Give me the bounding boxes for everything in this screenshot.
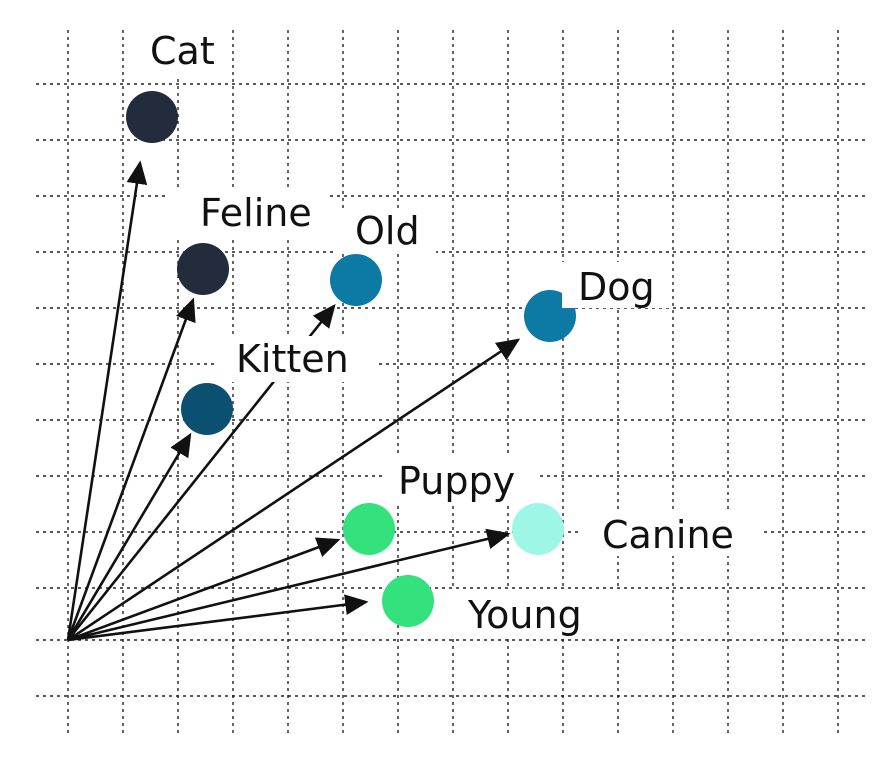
kitten-vector-arrow [66,432,192,641]
points [126,91,576,627]
old-label-background [336,208,436,254]
puppy-point [343,503,395,555]
feline-label-background [168,190,326,236]
young-label: Young [467,593,582,637]
grid [36,30,868,735]
feline-label: Feline [200,191,312,235]
feline-point [177,243,229,295]
canine-vector-arrow [67,528,511,642]
young-label-background [446,590,626,636]
canine-point [512,503,564,555]
cat-label-background [140,30,220,76]
canine-label-background [582,510,762,556]
dog-label-background [562,262,672,308]
cat-vector-arrow [66,160,148,641]
feline-vector-arrow [66,297,196,641]
canine-label: Canine [602,513,734,557]
labels: Cat Feline Kitten Old Dog Puppy Canine Young [140,29,762,637]
puppy-label-background [382,456,538,502]
puppy-label: Puppy [398,459,515,503]
puppy-vector-arrow [67,537,341,642]
kitten-label-background [218,336,376,382]
old-point [330,254,382,306]
cat-label: Cat [150,29,215,73]
dog-vector-arrow [67,338,521,642]
young-point [382,575,434,627]
cat-point [126,91,178,143]
kitten-point [181,383,233,435]
dog-label: Dog [578,265,655,309]
vectors [66,160,521,642]
kitten-label: Kitten [236,337,349,381]
old-label: Old [355,209,420,253]
young-vector-arrow [67,594,369,642]
